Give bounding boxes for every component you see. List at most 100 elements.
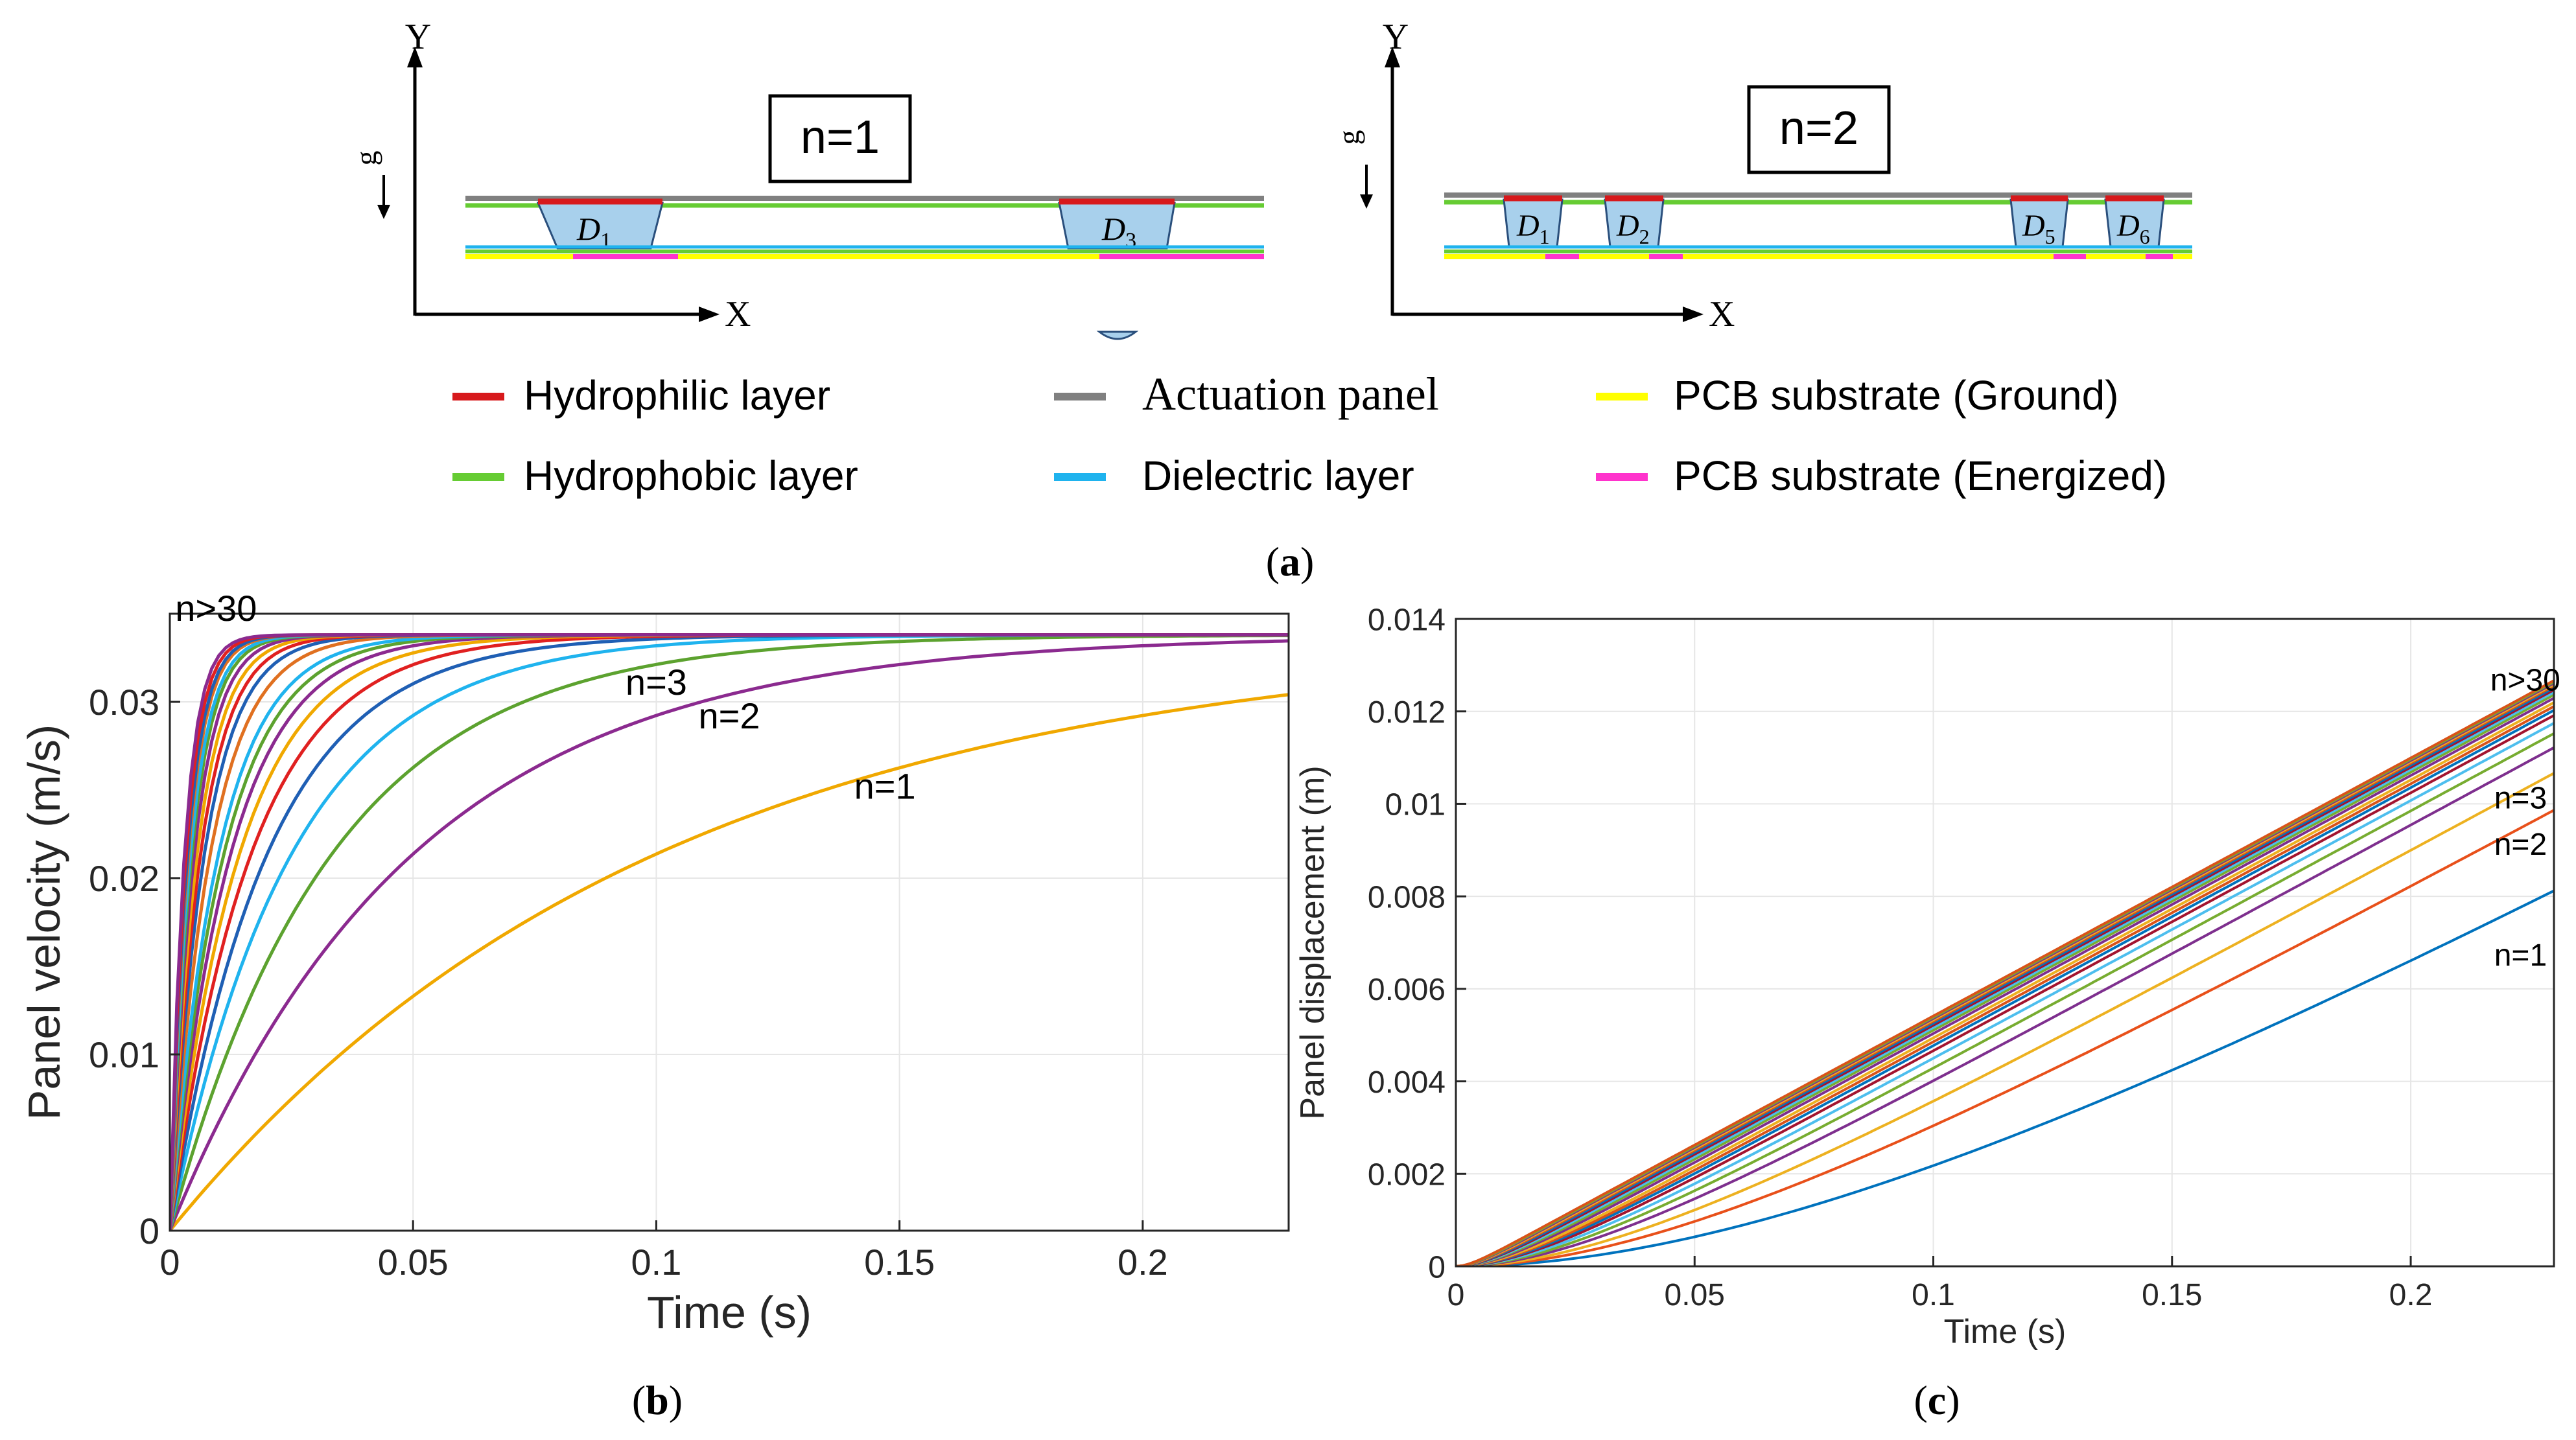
label-box [768,94,912,183]
series-group [170,633,1289,1231]
droplet-letter: D [1516,209,1540,243]
y-axis-arrowhead [1385,47,1400,67]
x-tick-label: 0.2 [1118,1242,1168,1283]
legend-label-pcb-energized: PCB substrate (Energized) [1674,452,2167,499]
annotation-ngt30: n>30 [175,588,257,629]
displacement-chart: 0 0.05 0.1 0.15 0.2 0 0.002 0.004 0.006 0.008 0.01… [1294,603,2560,1351]
legend-label-hydrophobic: Hydrophobic layer [524,452,858,499]
y-tick-label: 0.004 [1368,1065,1446,1100]
caption-open: ( [632,1377,646,1423]
y-tick-label: 0.014 [1368,603,1446,637]
series-group [1456,679,2554,1266]
legend-label-hydrophilic: Hydrophilic layer [524,372,830,419]
caption-letter: b [646,1377,669,1423]
x-tick-label: 0.15 [2142,1278,2202,1312]
x-axis-arrowhead [699,307,720,322]
x-tick-label: 0.1 [1912,1278,1955,1312]
series-line-n=16 [1456,691,2554,1266]
label-box [1747,85,1891,174]
series-line-n=1 [170,693,1289,1231]
droplet-letter: D [1101,211,1125,247]
gravity-label: g [1332,130,1365,145]
label-n2: n=2 [1779,102,1858,154]
annotation-n=3: n=3 [626,662,687,703]
schematic-n1: Y X g n=1 D1 D3 [349,17,1264,340]
annotation-n=1: n=1 [854,766,916,807]
series-line-ngt30 [170,633,1289,1231]
label-n1: n=1 [801,111,880,163]
series-line-n=18 [1456,688,2554,1266]
y-tick-label: 0.01 [89,1034,159,1075]
y-axis-label: Panel velocity (m/s) [19,725,69,1121]
legend: Hydrophilic layer Actuation panel PCB su… [452,368,2167,499]
series-line-n=6 [1456,722,2554,1266]
droplet-d2-label: D2 [1616,209,1650,248]
series-line-n=2 [170,639,1289,1231]
annotation-ngt30: n>30 [2490,664,2560,698]
schematic-n2: Y X g n=2 D1 D2 D5 D6 [1332,17,2192,334]
x-tick-label: 0.15 [864,1242,935,1283]
droplet-letter: D [1616,209,1639,243]
series-line-n=20 [1456,686,2554,1266]
y-tick-label: 0 [1428,1250,1446,1284]
velocity-chart: 0 0.05 0.1 0.15 0.2 0 0.01 0.02 0.03 Time (s) Pane… [19,588,1290,1338]
legend-label-actuation: Actuation panel [1142,368,1439,420]
annotation-n=3: n=3 [2494,782,2547,816]
caption-letter: a [1280,539,1300,585]
droplet-letter: D [2022,209,2045,243]
droplet-d1-label: D1 [1516,209,1550,248]
series-line-n=9 [1456,705,2554,1266]
droplet-subscript: 2 [1639,225,1650,248]
y-tick-label: 0.02 [89,858,159,899]
gravity-arrowhead [377,205,390,219]
caption-close: ) [1946,1377,1960,1423]
x-tick-label: 0 [159,1242,180,1283]
gravity-arrowhead [1360,194,1373,209]
annotation-n=2: n=2 [2494,828,2547,862]
x-tick-label: 0.05 [378,1242,449,1283]
x-axis-label: X [1709,294,1735,334]
y-axis-label: Y [1383,17,1409,57]
series-line-n=7 [1456,714,2554,1266]
x-tick-label: 0 [1447,1278,1465,1312]
droplet-subscript: 3 [1125,229,1136,253]
plot-area [1456,619,2554,1266]
x-axis-label: X [725,294,751,334]
y-tick-label: 0.002 [1368,1158,1446,1192]
droplet-subscript: 1 [600,229,611,253]
x-axis-label: Time (s) [1944,1313,2067,1351]
caption-c: (c) [1914,1377,1960,1423]
series-line-n=1 [1456,889,2554,1266]
caption-close: ) [1300,539,1314,585]
caption-letter: c [1928,1377,1946,1423]
falling-droplet [1096,331,1139,340]
y-tick-label: 0.03 [89,682,159,723]
y-tick-label: 0.012 [1368,695,1446,730]
x-tick-label: 0.05 [1665,1278,1725,1312]
caption-b: (b) [632,1377,683,1423]
droplet-d5-label: D5 [2022,209,2055,248]
schematic-panel-a: Y X g n=1 D1 D3 [349,17,2192,585]
series-line-n=3 [1456,772,2554,1266]
droplet-letter: D [576,211,600,247]
y-tick-label: 0.006 [1368,973,1446,1007]
x-axis-label: Time (s) [647,1287,812,1338]
series-line-n=4 [1456,746,2554,1266]
series-line-n=2 [1456,809,2554,1266]
droplet-subscript: 6 [2140,225,2150,248]
droplet-subscript: 5 [2045,225,2055,248]
series-line-n=14 [1456,693,2554,1266]
y-axis-label: Panel displacement (m) [1294,765,1331,1119]
series-line-n=22 [1456,684,2554,1266]
y-tick-label: 0.01 [1385,788,1446,822]
series-line-n=5 [1456,732,2554,1266]
y-axis-label: Y [405,17,431,57]
x-tick-label: 0.2 [2389,1278,2433,1312]
y-axis-arrowhead [407,47,423,67]
annotation-n=1: n=1 [2494,938,2547,973]
series-line-n=12 [1456,697,2554,1266]
annotation-n=2: n=2 [699,695,760,736]
droplet-letter: D [2116,209,2140,243]
axes-box [169,612,1290,1232]
